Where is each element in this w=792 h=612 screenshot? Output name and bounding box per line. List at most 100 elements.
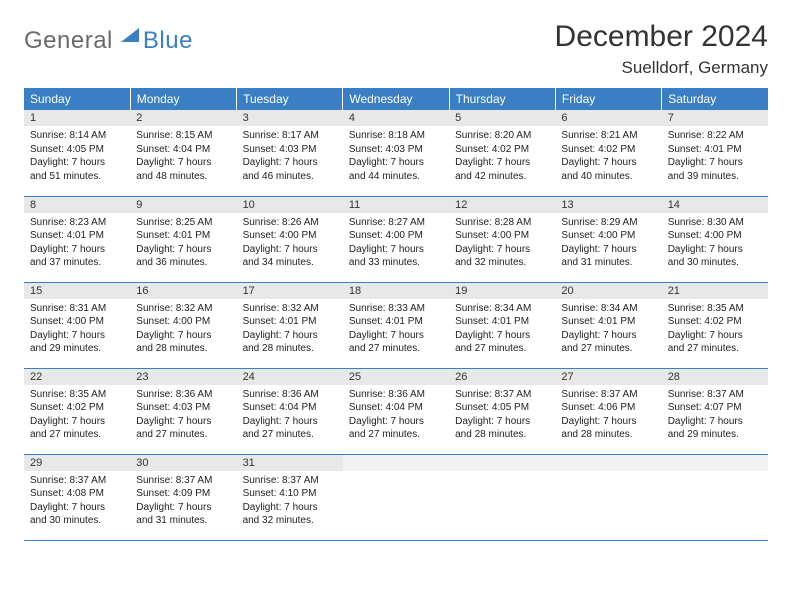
- calendar-row: 29Sunrise: 8:37 AMSunset: 4:08 PMDayligh…: [24, 454, 768, 540]
- day-number: 24: [237, 369, 343, 385]
- day-number: 1: [24, 110, 130, 126]
- calendar-cell: 26Sunrise: 8:37 AMSunset: 4:05 PMDayligh…: [449, 368, 555, 454]
- calendar-table: SundayMondayTuesdayWednesdayThursdayFrid…: [24, 88, 768, 541]
- day-details: Sunrise: 8:27 AMSunset: 4:00 PMDaylight:…: [343, 213, 449, 274]
- day-details: Sunrise: 8:30 AMSunset: 4:00 PMDaylight:…: [662, 213, 768, 274]
- calendar-cell: 22Sunrise: 8:35 AMSunset: 4:02 PMDayligh…: [24, 368, 130, 454]
- day-number: 6: [555, 110, 661, 126]
- day-details: Sunrise: 8:18 AMSunset: 4:03 PMDaylight:…: [343, 126, 449, 187]
- weekday-header: Thursday: [449, 88, 555, 110]
- day-details: Sunrise: 8:23 AMSunset: 4:01 PMDaylight:…: [24, 213, 130, 274]
- calendar-cell: 3Sunrise: 8:17 AMSunset: 4:03 PMDaylight…: [237, 110, 343, 196]
- calendar-cell: 2Sunrise: 8:15 AMSunset: 4:04 PMDaylight…: [130, 110, 236, 196]
- day-details: Sunrise: 8:35 AMSunset: 4:02 PMDaylight:…: [24, 385, 130, 446]
- day-number: 3: [237, 110, 343, 126]
- day-number: 2: [130, 110, 236, 126]
- day-number: 9: [130, 197, 236, 213]
- calendar-cell: 11Sunrise: 8:27 AMSunset: 4:00 PMDayligh…: [343, 196, 449, 282]
- day-number: 29: [24, 455, 130, 471]
- weekday-header: Friday: [555, 88, 661, 110]
- day-number: 19: [449, 283, 555, 299]
- calendar-row: 1Sunrise: 8:14 AMSunset: 4:05 PMDaylight…: [24, 110, 768, 196]
- day-number: 16: [130, 283, 236, 299]
- day-number: 20: [555, 283, 661, 299]
- logo: General Blue: [24, 20, 193, 55]
- calendar-cell: [555, 454, 661, 540]
- logo-sail-icon: [119, 26, 141, 49]
- calendar-cell: 25Sunrise: 8:36 AMSunset: 4:04 PMDayligh…: [343, 368, 449, 454]
- day-details: Sunrise: 8:32 AMSunset: 4:01 PMDaylight:…: [237, 299, 343, 360]
- header: General Blue December 2024 Suelldorf, Ge…: [24, 20, 768, 78]
- weekday-header-row: SundayMondayTuesdayWednesdayThursdayFrid…: [24, 88, 768, 110]
- day-number: 31: [237, 455, 343, 471]
- day-number: 7: [662, 110, 768, 126]
- day-details: Sunrise: 8:21 AMSunset: 4:02 PMDaylight:…: [555, 126, 661, 187]
- day-number: 23: [130, 369, 236, 385]
- calendar-row: 15Sunrise: 8:31 AMSunset: 4:00 PMDayligh…: [24, 282, 768, 368]
- day-details: Sunrise: 8:35 AMSunset: 4:02 PMDaylight:…: [662, 299, 768, 360]
- day-details: Sunrise: 8:20 AMSunset: 4:02 PMDaylight:…: [449, 126, 555, 187]
- calendar-cell: 29Sunrise: 8:37 AMSunset: 4:08 PMDayligh…: [24, 454, 130, 540]
- day-details: Sunrise: 8:37 AMSunset: 4:10 PMDaylight:…: [237, 471, 343, 532]
- day-details: Sunrise: 8:14 AMSunset: 4:05 PMDaylight:…: [24, 126, 130, 187]
- calendar-cell: 24Sunrise: 8:36 AMSunset: 4:04 PMDayligh…: [237, 368, 343, 454]
- day-details: Sunrise: 8:34 AMSunset: 4:01 PMDaylight:…: [449, 299, 555, 360]
- day-number: 28: [662, 369, 768, 385]
- calendar-cell: [449, 454, 555, 540]
- day-number: 15: [24, 283, 130, 299]
- calendar-cell: 18Sunrise: 8:33 AMSunset: 4:01 PMDayligh…: [343, 282, 449, 368]
- calendar-cell: 9Sunrise: 8:25 AMSunset: 4:01 PMDaylight…: [130, 196, 236, 282]
- day-details: Sunrise: 8:36 AMSunset: 4:04 PMDaylight:…: [343, 385, 449, 446]
- day-number: 17: [237, 283, 343, 299]
- weekday-header: Wednesday: [343, 88, 449, 110]
- day-details: Sunrise: 8:15 AMSunset: 4:04 PMDaylight:…: [130, 126, 236, 187]
- day-number: 25: [343, 369, 449, 385]
- day-number: 27: [555, 369, 661, 385]
- calendar-cell: 28Sunrise: 8:37 AMSunset: 4:07 PMDayligh…: [662, 368, 768, 454]
- day-details: Sunrise: 8:31 AMSunset: 4:00 PMDaylight:…: [24, 299, 130, 360]
- calendar-cell: 13Sunrise: 8:29 AMSunset: 4:00 PMDayligh…: [555, 196, 661, 282]
- day-number: 21: [662, 283, 768, 299]
- day-number: 12: [449, 197, 555, 213]
- month-title: December 2024: [555, 20, 768, 54]
- day-details: Sunrise: 8:25 AMSunset: 4:01 PMDaylight:…: [130, 213, 236, 274]
- day-number: 14: [662, 197, 768, 213]
- day-details: Sunrise: 8:29 AMSunset: 4:00 PMDaylight:…: [555, 213, 661, 274]
- logo-text-blue: Blue: [143, 27, 193, 55]
- day-details: Sunrise: 8:26 AMSunset: 4:00 PMDaylight:…: [237, 213, 343, 274]
- calendar-cell: 7Sunrise: 8:22 AMSunset: 4:01 PMDaylight…: [662, 110, 768, 196]
- day-details: Sunrise: 8:17 AMSunset: 4:03 PMDaylight:…: [237, 126, 343, 187]
- calendar-cell: 5Sunrise: 8:20 AMSunset: 4:02 PMDaylight…: [449, 110, 555, 196]
- calendar-cell: 4Sunrise: 8:18 AMSunset: 4:03 PMDaylight…: [343, 110, 449, 196]
- day-details: Sunrise: 8:36 AMSunset: 4:04 PMDaylight:…: [237, 385, 343, 446]
- weekday-header: Sunday: [24, 88, 130, 110]
- day-number: 22: [24, 369, 130, 385]
- empty-day-bar: [662, 455, 768, 471]
- day-details: Sunrise: 8:34 AMSunset: 4:01 PMDaylight:…: [555, 299, 661, 360]
- calendar-cell: 15Sunrise: 8:31 AMSunset: 4:00 PMDayligh…: [24, 282, 130, 368]
- calendar-row: 22Sunrise: 8:35 AMSunset: 4:02 PMDayligh…: [24, 368, 768, 454]
- calendar-cell: 17Sunrise: 8:32 AMSunset: 4:01 PMDayligh…: [237, 282, 343, 368]
- calendar-cell: 20Sunrise: 8:34 AMSunset: 4:01 PMDayligh…: [555, 282, 661, 368]
- empty-day-bar: [555, 455, 661, 471]
- day-number: 10: [237, 197, 343, 213]
- calendar-cell: [662, 454, 768, 540]
- calendar-cell: 14Sunrise: 8:30 AMSunset: 4:00 PMDayligh…: [662, 196, 768, 282]
- calendar-cell: 1Sunrise: 8:14 AMSunset: 4:05 PMDaylight…: [24, 110, 130, 196]
- calendar-cell: 23Sunrise: 8:36 AMSunset: 4:03 PMDayligh…: [130, 368, 236, 454]
- day-number: 4: [343, 110, 449, 126]
- day-number: 13: [555, 197, 661, 213]
- calendar-cell: 12Sunrise: 8:28 AMSunset: 4:00 PMDayligh…: [449, 196, 555, 282]
- day-number: 5: [449, 110, 555, 126]
- location-label: Suelldorf, Germany: [555, 58, 768, 78]
- empty-day-bar: [343, 455, 449, 471]
- calendar-cell: 30Sunrise: 8:37 AMSunset: 4:09 PMDayligh…: [130, 454, 236, 540]
- calendar-cell: [343, 454, 449, 540]
- day-number: 8: [24, 197, 130, 213]
- calendar-cell: 27Sunrise: 8:37 AMSunset: 4:06 PMDayligh…: [555, 368, 661, 454]
- day-number: 18: [343, 283, 449, 299]
- calendar-cell: 31Sunrise: 8:37 AMSunset: 4:10 PMDayligh…: [237, 454, 343, 540]
- logo-text-general: General: [24, 27, 113, 55]
- weekday-header: Tuesday: [237, 88, 343, 110]
- day-details: Sunrise: 8:37 AMSunset: 4:06 PMDaylight:…: [555, 385, 661, 446]
